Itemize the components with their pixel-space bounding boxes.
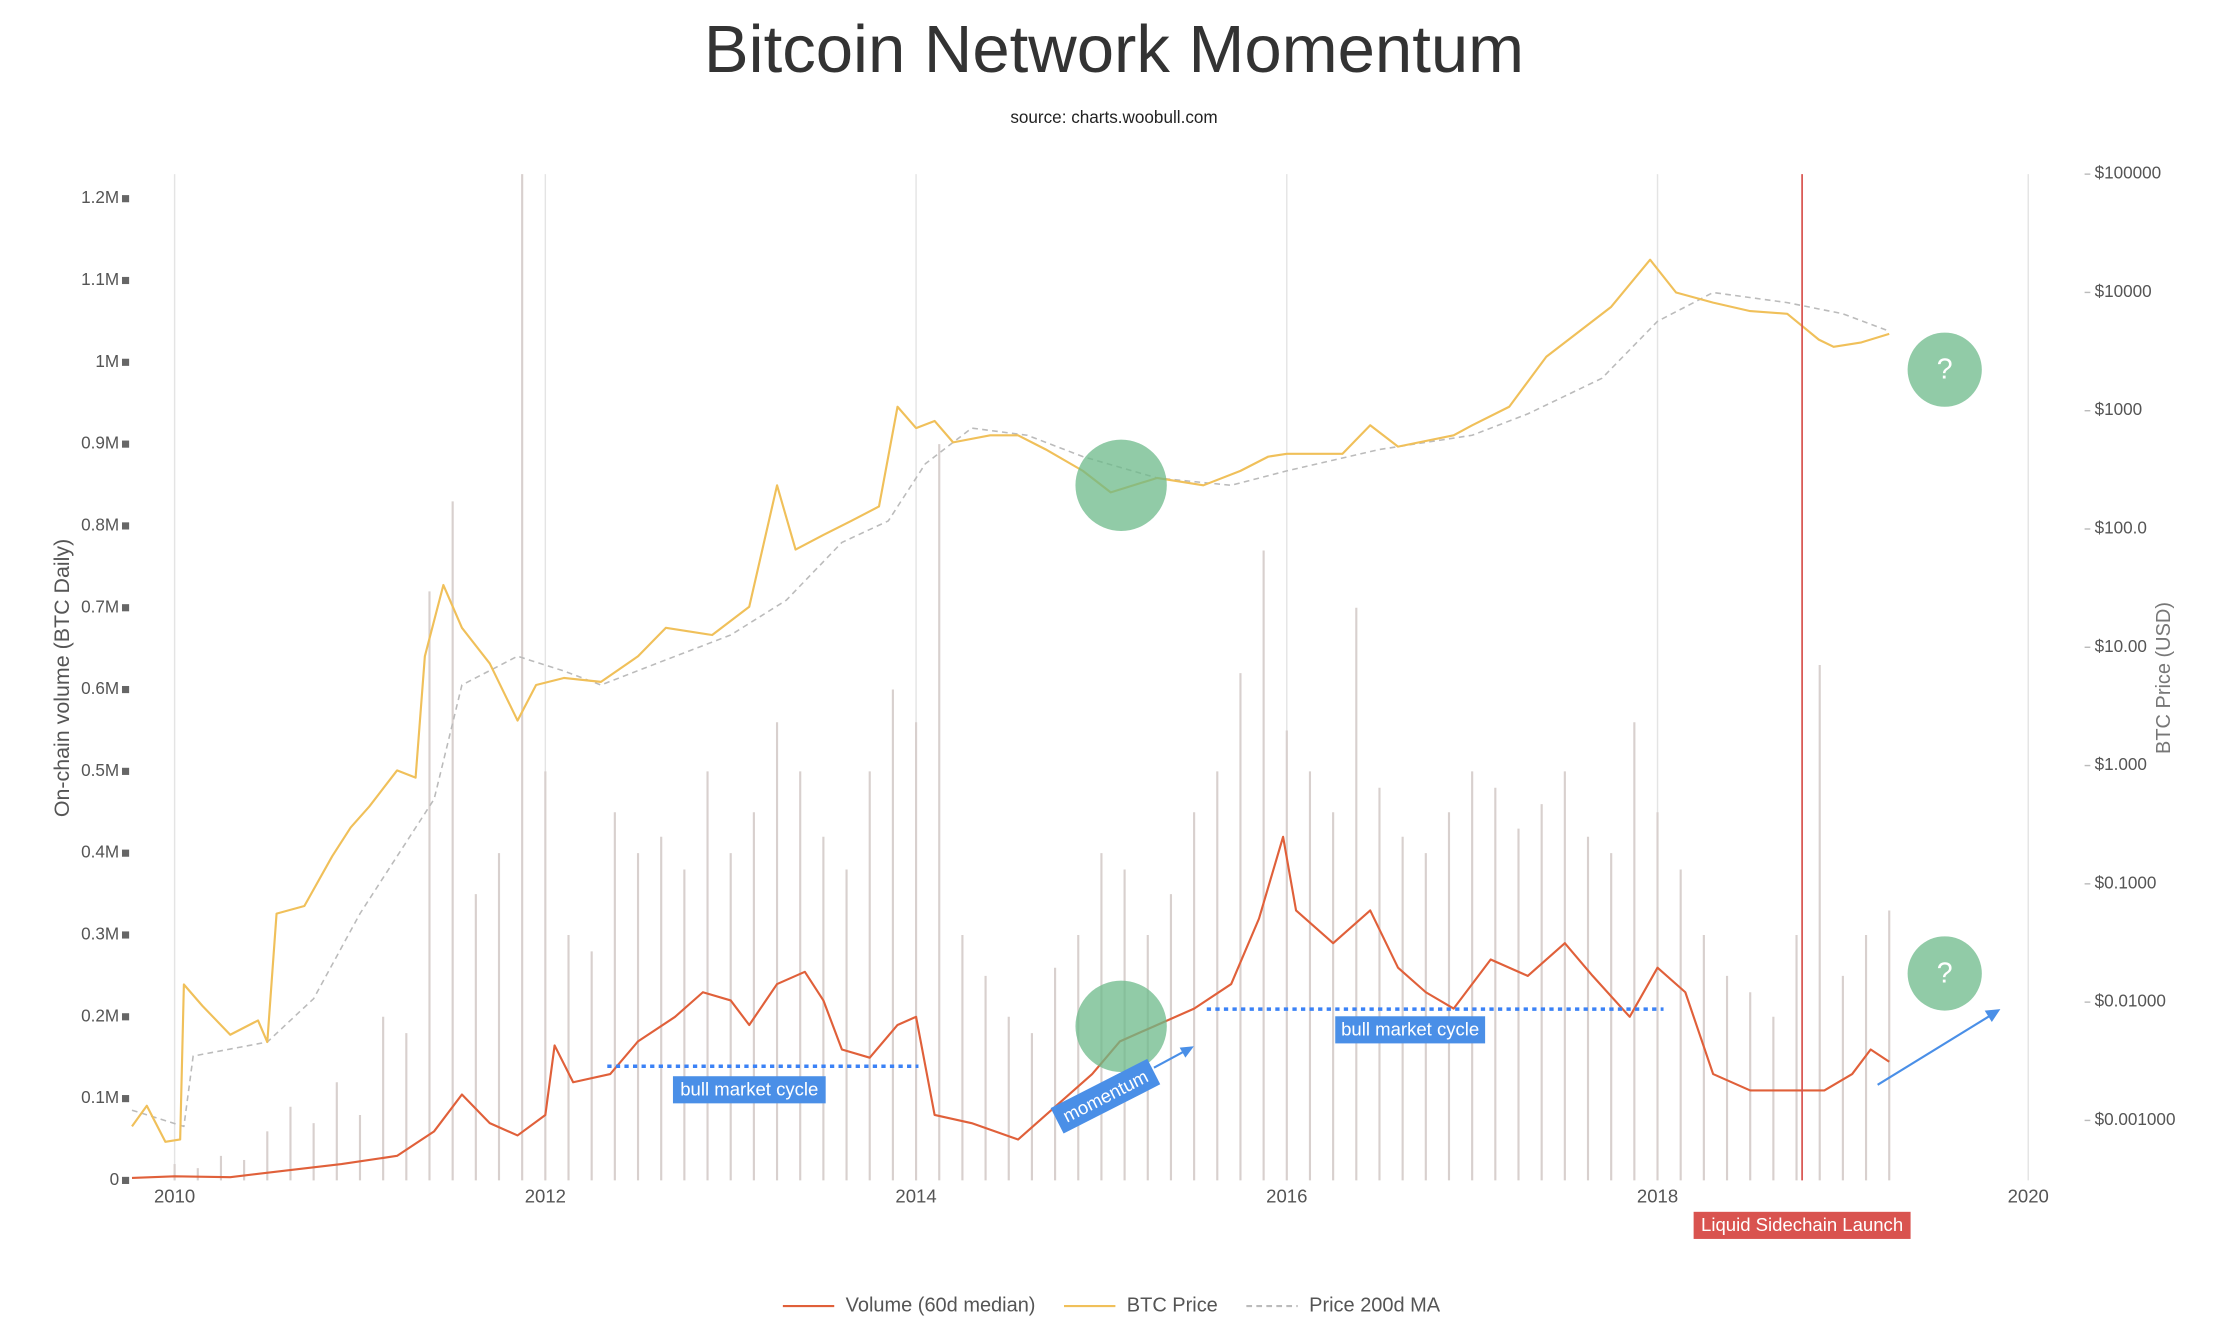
arrow-head [1179,1046,1194,1058]
chart-title: Bitcoin Network Momentum [704,12,1524,87]
y-tick-mark [121,195,130,203]
legend-label: Volume (60d median) [846,1294,1036,1316]
y-tick-mark [121,440,130,448]
y2-tick-label: $100000 [2095,164,2162,183]
legend: Volume (60d median) BTC Price Price 200d M… [782,1294,1441,1316]
label-box [1335,1016,1486,1044]
arrow [1877,1011,1997,1086]
chart-subtitle: source: charts.woobull.com [1010,108,1217,127]
y-tick-mark [121,931,130,939]
y-tick-label: 1M [95,352,119,371]
event-label: Liquid Sidechain Launch [1701,1214,1903,1235]
x-tick-label: 2010 [154,1185,195,1206]
y2-axis-title: BTC Price (USD) [2153,602,2175,754]
y-tick-mark [121,522,130,530]
y2-tick-label: $10000 [2095,282,2152,301]
y-tick-mark [121,1095,130,1103]
series-line [131,258,1890,1143]
question-circle [1907,936,1982,1011]
y-tick-label: 0 [110,1170,120,1189]
y2-tick-label: $1.000 [2095,755,2147,774]
y-tick-mark [121,685,130,694]
y-tick-mark [121,358,130,366]
x-tick-label: 2012 [525,1185,566,1206]
y-tick-mark [121,604,130,612]
x-tick-label: 2014 [895,1185,936,1206]
y2-tick-label: $0.01000 [2095,992,2166,1011]
y-tick-mark [121,276,130,285]
y-tick-label: 1.1M [81,270,119,289]
event-label-box [1693,1211,1911,1239]
annotations: bull market cycle bull market cycle mome… [607,174,2001,1239]
y2-tick-label: $100.0 [2095,519,2147,538]
y-tick-label: 0.4M [81,843,119,862]
series-line [131,835,1890,1180]
y2-tick-label: $0.1000 [2095,873,2157,892]
y-tick-label: 0.5M [81,761,119,780]
y-tick-mark [121,849,130,857]
annotation-label: bull market cycle [1341,1018,1479,1039]
question-mark: ? [1937,957,1953,989]
question-circle [1907,332,1982,407]
y-axis-title: On-chain volume (BTC Daily) [50,539,74,817]
y-tick-mark [121,767,130,775]
y2-tick-label: $10.00 [2095,637,2147,656]
highlight-circle [1075,439,1167,531]
y-tick-label: 0.7M [81,597,119,616]
y-tick-mark [121,1176,130,1184]
plot-area [131,174,1891,1181]
x-tick-label: 2020 [2008,1185,2049,1206]
y2-tick-label: $0.001000 [2095,1110,2176,1129]
x-tick-label: 2016 [1266,1185,1307,1206]
y-tick-label: 0.8M [81,515,119,534]
y-tick-label: 0.9M [81,434,119,453]
x-tick-label: 2018 [1637,1185,1678,1206]
y-tick-label: 0.2M [81,1006,119,1025]
legend-label: BTC Price [1127,1294,1218,1316]
label-box [1050,1058,1161,1134]
label-box [672,1076,826,1104]
y-tick-label: 0.6M [81,679,119,698]
y2-tick-label: $1000 [2095,400,2143,419]
legend-label: Price 200d MA [1309,1294,1441,1316]
series-line [131,291,1890,1128]
y-tick-label: 0.3M [81,924,119,943]
y-tick-label: 1.2M [81,188,119,207]
annotation-label: bull market cycle [680,1078,818,1099]
highlight-circle [1075,980,1167,1072]
y-tick-label: 0.1M [81,1088,119,1107]
question-mark: ? [1937,354,1953,386]
y-tick-mark [121,1013,130,1021]
annotation-label: momentum [1059,1066,1151,1127]
arrow-head [1984,1009,2001,1022]
grid: 2010 2012 2014 2016 2018 2020 0 0.1M 0.2M 0.3M 0.4… [81,164,2175,1207]
